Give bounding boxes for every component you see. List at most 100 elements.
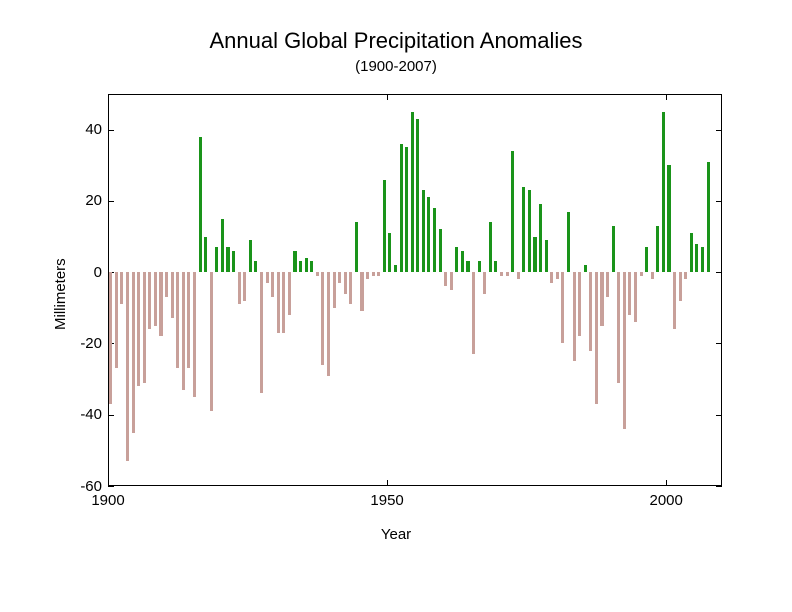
- data-bar: [606, 272, 609, 297]
- y-tick: [716, 130, 722, 131]
- data-bar: [656, 226, 659, 272]
- data-bar: [478, 261, 481, 272]
- y-tick-label: -20: [80, 335, 102, 352]
- data-bar: [416, 119, 419, 272]
- data-bar: [154, 272, 157, 325]
- data-bar: [249, 240, 252, 272]
- data-bar: [567, 212, 570, 273]
- data-bar: [333, 272, 336, 308]
- data-bar: [388, 233, 391, 272]
- data-bar: [489, 222, 492, 272]
- data-bar: [120, 272, 123, 304]
- data-bar: [238, 272, 241, 304]
- x-tick: [108, 480, 109, 486]
- data-bar: [321, 272, 324, 365]
- data-bar: [277, 272, 280, 333]
- x-axis-label: Year: [0, 526, 792, 543]
- data-bar: [600, 272, 603, 325]
- data-bar: [187, 272, 190, 368]
- data-bar: [344, 272, 347, 293]
- data-bar: [494, 261, 497, 272]
- x-tick-label: 2000: [641, 492, 691, 509]
- data-bar: [427, 197, 430, 272]
- data-bar: [176, 272, 179, 368]
- data-bar: [115, 272, 118, 368]
- x-tick: [387, 94, 388, 100]
- data-bar: [377, 272, 380, 276]
- data-bar: [132, 272, 135, 432]
- data-bar: [143, 272, 146, 382]
- x-tick-label: 1950: [362, 492, 412, 509]
- data-bar: [282, 272, 285, 333]
- data-bar: [126, 272, 129, 461]
- data-bar: [511, 151, 514, 272]
- data-bar: [260, 272, 263, 393]
- data-bar: [517, 272, 520, 279]
- data-bar: [506, 272, 509, 276]
- chart-subtitle: (1900-2007): [0, 58, 792, 75]
- data-bar: [215, 247, 218, 272]
- data-bar: [266, 272, 269, 283]
- data-bar: [288, 272, 291, 315]
- data-bar: [617, 272, 620, 382]
- data-bar: [232, 251, 235, 272]
- data-bar: [310, 261, 313, 272]
- data-bar: [400, 144, 403, 272]
- data-bar: [550, 272, 553, 283]
- data-bar: [561, 272, 564, 343]
- data-bar: [271, 272, 274, 297]
- data-bar: [662, 112, 665, 272]
- data-bar: [305, 258, 308, 272]
- data-bar: [221, 219, 224, 272]
- data-bar: [226, 247, 229, 272]
- y-tick-label: 20: [85, 192, 102, 209]
- x-tick: [108, 94, 109, 100]
- data-bar: [556, 272, 559, 279]
- data-bar: [349, 272, 352, 304]
- y-tick: [716, 201, 722, 202]
- data-bar: [433, 208, 436, 272]
- data-bar: [444, 272, 447, 286]
- chart-title: Annual Global Precipitation Anomalies: [0, 28, 792, 54]
- data-bar: [466, 261, 469, 272]
- data-bar: [316, 272, 319, 276]
- data-bar: [679, 272, 682, 301]
- data-bar: [455, 247, 458, 272]
- y-tick-label: 40: [85, 121, 102, 138]
- data-bar: [338, 272, 341, 283]
- data-bar: [584, 265, 587, 272]
- data-bar: [243, 272, 246, 301]
- data-bar: [450, 272, 453, 290]
- data-bar: [573, 272, 576, 361]
- data-bar: [355, 222, 358, 272]
- data-bar: [528, 190, 531, 272]
- data-bar: [701, 247, 704, 272]
- x-tick: [387, 480, 388, 486]
- data-bar: [159, 272, 162, 336]
- data-bar: [137, 272, 140, 386]
- precipitation-anomaly-chart: Annual Global Precipitation Anomalies (19…: [0, 0, 792, 612]
- data-bar: [383, 180, 386, 273]
- data-bar: [210, 272, 213, 411]
- data-bar: [673, 272, 676, 329]
- data-bar: [522, 187, 525, 273]
- data-bar: [645, 247, 648, 272]
- data-bar: [472, 272, 475, 354]
- data-bar: [695, 244, 698, 273]
- data-bar: [293, 251, 296, 272]
- data-bar: [394, 265, 397, 272]
- data-bar: [628, 272, 631, 315]
- y-tick-label: 0: [94, 264, 102, 281]
- data-bar: [171, 272, 174, 318]
- y-tick: [108, 415, 114, 416]
- data-bar: [667, 165, 670, 272]
- data-bar: [366, 272, 369, 279]
- data-bar: [372, 272, 375, 276]
- data-bar: [578, 272, 581, 336]
- data-bar: [651, 272, 654, 279]
- data-bar: [327, 272, 330, 375]
- data-bar: [539, 204, 542, 272]
- data-bar: [623, 272, 626, 429]
- data-bar: [684, 272, 687, 279]
- y-tick: [716, 272, 722, 273]
